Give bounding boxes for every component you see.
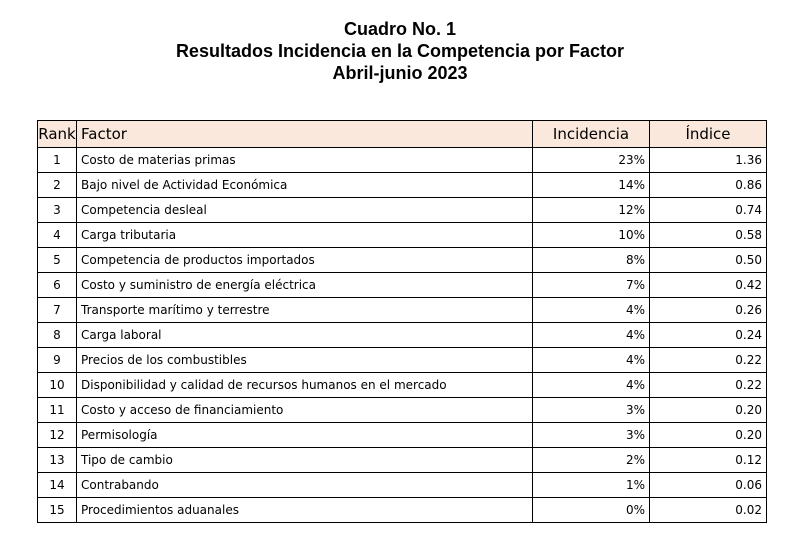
rank-cell: 13 (37, 447, 77, 473)
incidencia-cell: 2% (532, 447, 650, 473)
header-rank: Rank (37, 120, 77, 148)
factor-cell: Tipo de cambio (76, 447, 533, 473)
table-row: 10 Disponibilidad y calidad de recursos h… (37, 372, 767, 398)
incidencia-cell: 14% (532, 172, 650, 198)
rank-cell: 1 (37, 147, 77, 173)
incidencia-cell: 1% (532, 472, 650, 498)
table-title-block: Cuadro No. 1 Resultados Incidencia en la… (0, 18, 800, 84)
table-header-row: Rank Factor Incidencia Índice (37, 120, 767, 148)
rank-cell: 2 (37, 172, 77, 198)
table-row: 12 Permisología 3% 0.20 (37, 422, 767, 448)
title-line-3: Abril-junio 2023 (332, 63, 468, 83)
table-row: 15 Procedimientos aduanales 0% 0.02 (37, 497, 767, 523)
header-indice: Índice (649, 120, 767, 148)
indice-cell: 0.42 (649, 272, 767, 298)
factor-cell: Procedimientos aduanales (76, 497, 533, 523)
rank-cell: 15 (37, 497, 77, 523)
factor-cell: Contrabando (76, 472, 533, 498)
factor-cell: Costo y suministro de energía eléctrica (76, 272, 533, 298)
table-row: 1 Costo de materias primas 23% 1.36 (37, 147, 767, 173)
indice-cell: 0.12 (649, 447, 767, 473)
incidencia-cell: 12% (532, 197, 650, 223)
rank-cell: 6 (37, 272, 77, 298)
table-row: 2 Bajo nivel de Actividad Económica 14% 0.8… (37, 172, 767, 198)
rank-cell: 4 (37, 222, 77, 248)
table-row: 3 Competencia desleal 12% 0.74 (37, 197, 767, 223)
rank-cell: 11 (37, 397, 77, 423)
header-factor: Factor (76, 120, 533, 148)
table-row: 7 Transporte marítimo y terrestre 4% 0.26 (37, 297, 767, 323)
table-row: 9 Precios de los combustibles 4% 0.22 (37, 347, 767, 373)
incidencia-cell: 4% (532, 347, 650, 373)
factor-cell: Disponibilidad y calidad de recursos hum… (76, 372, 533, 398)
title-line-2: Resultados Incidencia en la Competencia … (175, 41, 625, 61)
table-row: 6 Costo y suministro de energía eléctrica… (37, 272, 767, 298)
header-incidencia: Incidencia (532, 120, 650, 148)
indice-cell: 0.50 (649, 247, 767, 273)
table-row: 5 Competencia de productos importados 8% 0.… (37, 247, 767, 273)
factor-cell: Costo de materias primas (76, 147, 533, 173)
factor-cell: Competencia de productos importados (76, 247, 533, 273)
indice-cell: 0.20 (649, 397, 767, 423)
rank-cell: 10 (37, 372, 77, 398)
indice-cell: 0.74 (649, 197, 767, 223)
incidencia-cell: 3% (532, 397, 650, 423)
factor-cell: Costo y acceso de financiamiento (76, 397, 533, 423)
rank-cell: 14 (37, 472, 77, 498)
incidencia-cell: 3% (532, 422, 650, 448)
table-row: 13 Tipo de cambio 2% 0.12 (37, 447, 767, 473)
incidencia-cell: 4% (532, 372, 650, 398)
indice-cell: 0.24 (649, 322, 767, 348)
factor-cell: Precios de los combustibles (76, 347, 533, 373)
rank-cell: 8 (37, 322, 77, 348)
rank-cell: 3 (37, 197, 77, 223)
factor-cell: Permisología (76, 422, 533, 448)
indice-cell: 0.02 (649, 497, 767, 523)
incidencia-cell: 23% (532, 147, 650, 173)
indice-cell: 0.20 (649, 422, 767, 448)
factor-cell: Bajo nivel de Actividad Económica (76, 172, 533, 198)
factor-cell: Carga tributaria (76, 222, 533, 248)
results-table: Rank Factor Incidencia Índice 1 Costo de … (37, 120, 767, 523)
incidencia-cell: 10% (532, 222, 650, 248)
indice-cell: 0.06 (649, 472, 767, 498)
factor-cell: Transporte marítimo y terrestre (76, 297, 533, 323)
title-line-1: Cuadro No. 1 (343, 19, 456, 39)
table-row: 8 Carga laboral 4% 0.24 (37, 322, 767, 348)
incidencia-cell: 0% (532, 497, 650, 523)
incidencia-cell: 7% (532, 272, 650, 298)
rank-cell: 9 (37, 347, 77, 373)
factor-cell: Competencia desleal (76, 197, 533, 223)
table-row: 14 Contrabando 1% 0.06 (37, 472, 767, 498)
table-body: 1 Costo de materias primas 23% 1.36 2 Bajo ni… (37, 147, 767, 523)
indice-cell: 1.36 (649, 147, 767, 173)
rank-cell: 5 (37, 247, 77, 273)
incidencia-cell: 8% (532, 247, 650, 273)
rank-cell: 12 (37, 422, 77, 448)
factor-cell: Carga laboral (76, 322, 533, 348)
indice-cell: 0.22 (649, 347, 767, 373)
table-row: 11 Costo y acceso de financiamiento 3% 0.20 (37, 397, 767, 423)
table-row: 4 Carga tributaria 10% 0.58 (37, 222, 767, 248)
rank-cell: 7 (37, 297, 77, 323)
indice-cell: 0.86 (649, 172, 767, 198)
indice-cell: 0.58 (649, 222, 767, 248)
indice-cell: 0.22 (649, 372, 767, 398)
incidencia-cell: 4% (532, 297, 650, 323)
incidencia-cell: 4% (532, 322, 650, 348)
indice-cell: 0.26 (649, 297, 767, 323)
